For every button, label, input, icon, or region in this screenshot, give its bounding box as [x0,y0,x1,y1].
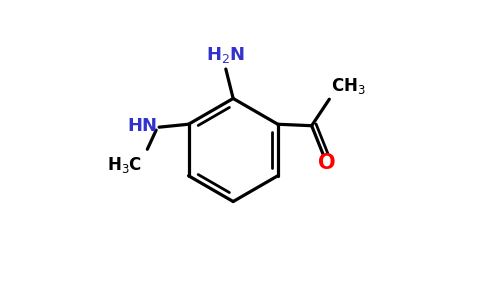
Text: H$_3$C: H$_3$C [107,155,142,175]
Text: H$_2$N: H$_2$N [206,46,245,65]
Text: O: O [318,152,335,172]
Text: HN: HN [128,117,158,135]
Text: CH$_3$: CH$_3$ [331,76,365,96]
